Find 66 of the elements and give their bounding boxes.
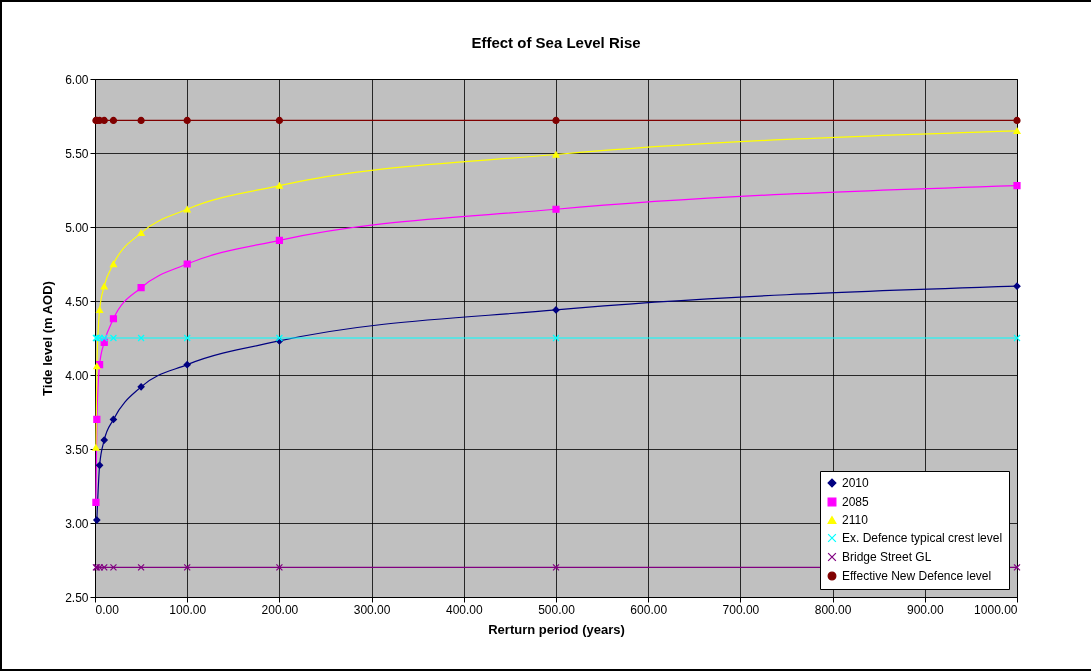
- point: [137, 563, 145, 571]
- point: [109, 315, 118, 323]
- point: [100, 436, 108, 444]
- point: [96, 306, 104, 314]
- y-tick-label: 4.50: [65, 294, 89, 309]
- point: [92, 498, 100, 506]
- point: [275, 182, 283, 189]
- point: [183, 260, 191, 268]
- y-tick-label: 5.00: [65, 220, 89, 235]
- y-tick-label: 2.50: [65, 590, 89, 605]
- legend-label: 2110: [842, 513, 869, 527]
- legend-label: Effective New Defence level: [842, 569, 992, 583]
- point: [275, 116, 283, 125]
- point: [96, 461, 104, 469]
- y-tick-label: 4.00: [65, 368, 89, 383]
- y-tick-label: 3.00: [65, 516, 89, 531]
- legend-label: Ex. Defence typical crest level: [842, 531, 1003, 545]
- x-tick-label: 1000.00: [974, 602, 1018, 617]
- y-tick-label: 6.00: [65, 72, 89, 87]
- point: [1013, 282, 1021, 290]
- legend-label: Bridge Street GL: [842, 550, 932, 564]
- y-tick-label: 3.50: [65, 442, 89, 457]
- point: [1013, 127, 1021, 134]
- point: [137, 284, 145, 292]
- y-axis-title: Tide level (m AOD): [40, 281, 56, 396]
- legend-label: 2010: [842, 476, 870, 490]
- x-tick-label: 400.00: [445, 602, 483, 617]
- point: [552, 306, 560, 314]
- x-tick-label: 800.00: [814, 602, 852, 617]
- point: [137, 116, 145, 125]
- x-tick-label: 500.00: [538, 602, 576, 617]
- point: [183, 116, 191, 125]
- point: [552, 116, 560, 125]
- x-tick-label: 700.00: [722, 602, 760, 617]
- x-tick-label: 100.00: [169, 602, 207, 617]
- point: [1013, 181, 1021, 190]
- point: [1013, 563, 1021, 571]
- chart-title: Effect of Sea Level Rise: [471, 34, 641, 51]
- x-tick-label: 200.00: [261, 602, 299, 617]
- point: [183, 361, 191, 369]
- x-tick-label: 900.00: [906, 602, 944, 617]
- point: [109, 116, 118, 125]
- x-tick-label: 0.00: [95, 602, 120, 617]
- point: [100, 283, 108, 290]
- point: [183, 563, 191, 571]
- point: [137, 334, 145, 342]
- point: [552, 563, 560, 571]
- point: [109, 334, 118, 342]
- point: [100, 563, 108, 571]
- point: [93, 415, 101, 423]
- point: [109, 415, 118, 423]
- point: [109, 260, 118, 268]
- x-tick-label: 300.00: [353, 602, 391, 617]
- point: [275, 236, 283, 244]
- point: [137, 383, 145, 391]
- point: [183, 334, 191, 342]
- point: [183, 206, 191, 213]
- x-tick-label: 600.00: [630, 602, 668, 617]
- legend-label: 2085: [842, 495, 870, 509]
- x-axis-title: Rerturn period (years): [488, 621, 625, 637]
- point: [1013, 116, 1021, 125]
- point: [552, 151, 560, 158]
- point: [137, 229, 145, 237]
- point: [552, 205, 560, 213]
- y-tick-label: 5.50: [65, 146, 89, 161]
- point: [100, 334, 108, 342]
